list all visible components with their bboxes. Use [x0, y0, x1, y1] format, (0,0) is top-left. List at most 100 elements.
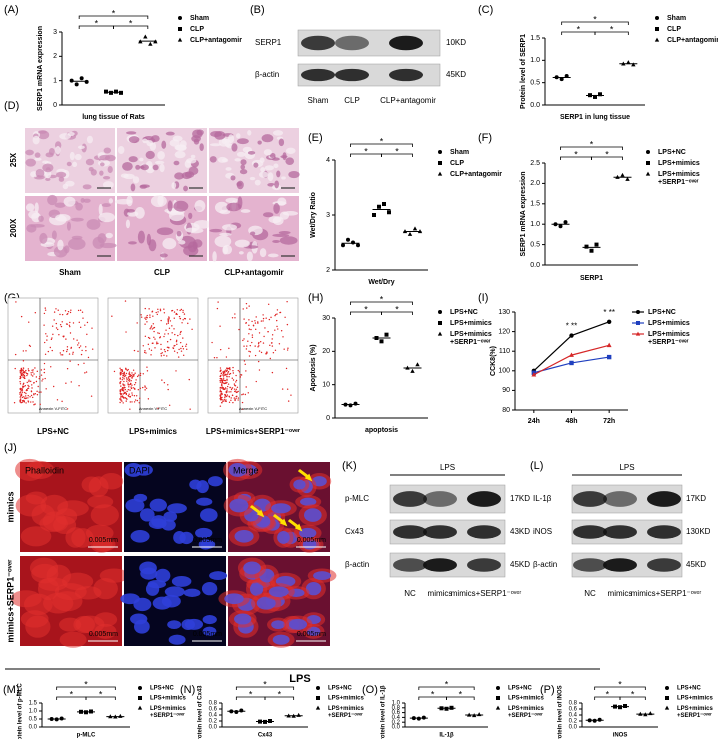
event-dot — [128, 378, 131, 381]
event-dot — [221, 386, 224, 389]
nucleus — [271, 620, 286, 630]
event-dot — [241, 394, 243, 396]
y-tick-label: 80 — [502, 407, 510, 414]
tissue-texture — [273, 163, 279, 169]
event-dot — [51, 337, 53, 339]
y-tick-label: 0.6 — [209, 707, 218, 713]
event-dot — [171, 310, 173, 312]
tissue-texture — [209, 156, 217, 163]
tissue-texture — [82, 184, 92, 190]
event-dot — [124, 374, 127, 377]
event-dot — [120, 385, 122, 387]
tissue-texture — [260, 167, 266, 173]
event-dot — [230, 391, 232, 393]
event-dot — [36, 394, 39, 396]
event-dot — [159, 336, 162, 338]
significance-bracket — [591, 156, 623, 160]
tissue-texture — [225, 197, 239, 204]
significance-label: * — [278, 689, 282, 699]
tissue-texture — [174, 144, 187, 151]
event-dot — [55, 322, 58, 325]
event-dot — [28, 321, 30, 323]
nucleus — [196, 497, 213, 506]
event-dot — [160, 348, 162, 350]
significance-bracket — [446, 696, 475, 700]
data-point — [598, 92, 602, 97]
tissue-texture — [234, 158, 241, 162]
y-tick-label: 1.0 — [530, 221, 540, 228]
event-dot — [245, 302, 248, 305]
tissue-texture — [134, 206, 145, 219]
legend-marker — [137, 705, 143, 710]
blot-band — [423, 558, 457, 572]
event-dot — [22, 369, 24, 371]
event-dot — [66, 346, 69, 348]
event-dot — [235, 390, 237, 392]
y-tick-label: 0 — [53, 102, 57, 109]
channel-label: Phalloidin — [25, 465, 64, 475]
event-dot — [254, 322, 257, 324]
event-dot — [286, 301, 288, 303]
event-dot — [21, 400, 24, 402]
event-dot — [19, 370, 21, 372]
significance-label: * — [364, 146, 368, 156]
event-dot — [231, 317, 234, 319]
tissue-texture — [90, 169, 97, 176]
event-dot — [228, 396, 231, 398]
event-dot — [151, 311, 153, 313]
event-dot — [127, 382, 129, 384]
event-dot — [272, 352, 275, 354]
event-dot — [164, 350, 166, 353]
tissue-texture — [146, 140, 154, 147]
y-tick-label: 4 — [326, 157, 330, 164]
event-dot — [167, 319, 169, 322]
tissue-texture — [55, 171, 67, 178]
blot-row-label: p-MLC — [345, 494, 369, 503]
data-point — [412, 226, 418, 231]
event-dot — [257, 322, 259, 324]
event-dot — [219, 348, 222, 351]
event-dot — [59, 313, 61, 316]
panel-label: (M) — [3, 684, 20, 696]
event-dot — [19, 381, 21, 383]
event-dot — [28, 370, 30, 372]
event-dot — [50, 366, 52, 368]
arrow — [287, 519, 303, 532]
tissue-texture — [274, 180, 280, 189]
event-dot — [248, 333, 250, 335]
event-dot — [130, 386, 132, 388]
cell-actin — [54, 583, 87, 601]
event-dot — [257, 343, 260, 345]
tissue-texture — [209, 228, 223, 233]
tissue-texture — [282, 211, 299, 216]
event-dot — [23, 391, 26, 394]
event-dot — [46, 339, 48, 341]
tissue-texture — [239, 169, 248, 175]
event-dot — [283, 348, 285, 350]
event-dot — [127, 394, 129, 397]
event-dot — [121, 369, 123, 371]
event-dot — [168, 404, 171, 406]
significance-label: * — [395, 304, 399, 314]
event-dot — [235, 391, 238, 394]
arrow — [297, 469, 313, 482]
event-dot — [50, 338, 53, 341]
tissue-texture — [267, 253, 279, 258]
event-dot — [231, 394, 234, 397]
event-dot — [280, 330, 283, 332]
significance-label: * — [593, 14, 597, 24]
event-dot — [134, 372, 136, 374]
event-dot — [146, 321, 148, 323]
event-dot — [120, 372, 122, 374]
event-dot — [21, 391, 24, 393]
event-dot — [274, 329, 276, 331]
blot-row-label: SERP1 — [255, 38, 282, 47]
significance-label: * — [380, 294, 384, 304]
tissue-texture — [75, 202, 83, 211]
event-dot — [177, 356, 180, 358]
event-dot — [55, 308, 57, 310]
event-dot — [91, 348, 94, 350]
nucleus — [207, 476, 223, 487]
event-dot — [128, 393, 130, 395]
tissue-texture — [48, 147, 55, 156]
